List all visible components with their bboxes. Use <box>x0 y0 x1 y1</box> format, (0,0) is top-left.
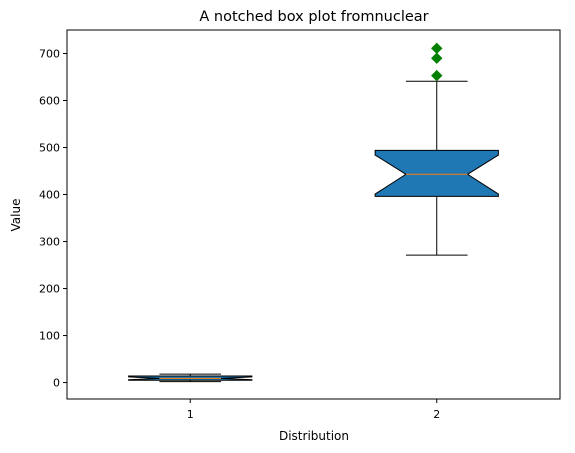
x-tick-label: 2 <box>433 408 440 421</box>
axes-frame <box>66 29 561 400</box>
y-tick-label: 100 <box>39 330 60 343</box>
y-tick-label: 600 <box>39 95 60 108</box>
y-tick-label: 700 <box>39 48 60 61</box>
y-axis-label: Value <box>9 199 23 232</box>
outlier-marker <box>431 42 443 55</box>
chart-title: A notched box plot fromnuclear <box>199 9 428 25</box>
y-tick-label: 300 <box>39 236 60 249</box>
plot-layer <box>128 42 499 383</box>
outlier-marker <box>431 52 443 64</box>
box-group-2 <box>374 42 499 256</box>
notched-box <box>374 149 499 197</box>
y-axis: 0 100 200 300 400 500 600 700 <box>39 48 67 390</box>
y-tick-label: 500 <box>39 142 60 155</box>
x-axis-label: Distribution <box>279 429 349 443</box>
y-tick-label: 200 <box>39 283 60 296</box>
y-tick-label: 0 <box>53 377 60 390</box>
y-tick-label: 400 <box>39 189 60 202</box>
x-tick-label: 1 <box>187 408 194 421</box>
outlier-marker <box>431 69 443 82</box>
box-group-1 <box>128 373 253 383</box>
